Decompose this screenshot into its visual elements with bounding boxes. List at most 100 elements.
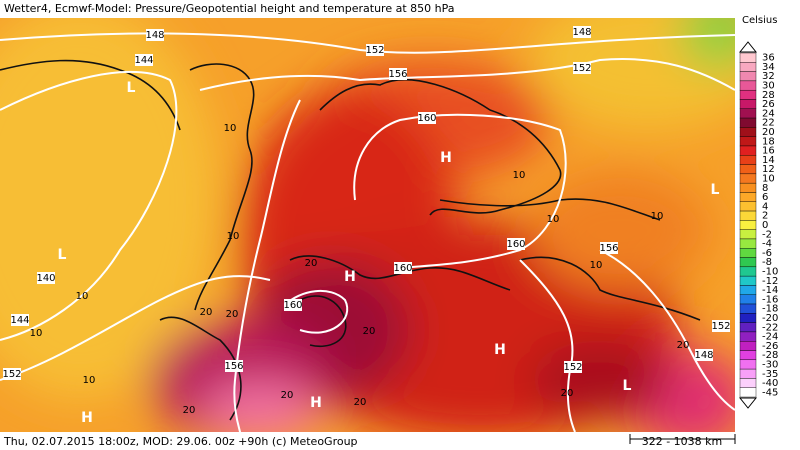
legend-label: 12 bbox=[762, 164, 775, 175]
contour-label: 20 bbox=[226, 309, 239, 320]
legend-swatch bbox=[739, 238, 757, 249]
legend-label: -30 bbox=[762, 359, 778, 370]
legend-swatch bbox=[739, 99, 757, 109]
coastlines bbox=[0, 59, 701, 421]
legend-swatch bbox=[739, 220, 757, 230]
legend-label: 18 bbox=[762, 136, 775, 147]
contour-label: 148 bbox=[145, 30, 164, 41]
legend-label: 16 bbox=[762, 146, 775, 157]
contour-label: 160 bbox=[393, 263, 412, 274]
legend-swatch bbox=[739, 313, 757, 323]
legend-label: 8 bbox=[762, 183, 768, 194]
legend-swatch bbox=[739, 229, 757, 240]
legend-label: 0 bbox=[762, 220, 768, 231]
contour-label-bg bbox=[146, 29, 164, 41]
contour-label: 10 bbox=[590, 260, 603, 271]
contour-label-bg bbox=[695, 349, 713, 361]
legend-title: Celsius bbox=[742, 15, 777, 26]
legend-swatch bbox=[739, 285, 757, 295]
legend-label: -8 bbox=[762, 257, 772, 268]
footer-text: Thu, 02.07.2015 18:00z, MOD: 29.06. 00z … bbox=[3, 435, 358, 448]
legend-swatch bbox=[739, 257, 757, 268]
contour-label: 152 bbox=[563, 362, 582, 373]
contour-label-bg bbox=[3, 368, 21, 380]
contour-label-bg bbox=[366, 44, 384, 56]
contour-label: 20 bbox=[363, 326, 376, 337]
contour-label: 148 bbox=[572, 27, 591, 38]
legend-swatch bbox=[739, 127, 757, 137]
legend-label: -40 bbox=[762, 378, 778, 389]
pressure-center: H bbox=[440, 150, 452, 166]
legend-swatch bbox=[739, 173, 757, 184]
pressure-center: L bbox=[127, 80, 136, 96]
legend-label: -24 bbox=[762, 332, 778, 343]
legend-swatch bbox=[739, 266, 757, 277]
contour-label: 10 bbox=[651, 211, 664, 222]
contour-label-bg bbox=[600, 242, 618, 254]
legend-label: -16 bbox=[762, 294, 778, 305]
legend-label: 24 bbox=[762, 108, 775, 119]
legend-label: -35 bbox=[762, 369, 778, 380]
contour-label-bg bbox=[573, 62, 591, 74]
legend-swatch bbox=[739, 89, 757, 100]
contour-label: 10 bbox=[224, 123, 237, 134]
legend-label: 2 bbox=[762, 211, 768, 222]
legend-label: 36 bbox=[762, 53, 775, 64]
contour-label: 148 bbox=[694, 350, 713, 361]
contour-label-bg bbox=[225, 360, 243, 372]
contour-label-bg bbox=[135, 54, 153, 66]
legend-swatch bbox=[739, 136, 757, 147]
legend-label: 22 bbox=[762, 118, 775, 129]
pressure-center: L bbox=[58, 247, 67, 263]
footer-bar bbox=[0, 432, 800, 450]
contour-label: 10 bbox=[30, 328, 43, 339]
legend-swatch bbox=[739, 368, 757, 379]
legend-swatch bbox=[739, 71, 757, 82]
contour-label-bg bbox=[418, 112, 436, 124]
contour-label: 20 bbox=[305, 258, 318, 269]
legend-swatch bbox=[739, 331, 757, 342]
legend-label: 34 bbox=[762, 62, 775, 73]
legend-label: -14 bbox=[762, 285, 778, 296]
contour-label: 152 bbox=[711, 321, 730, 332]
contour-label: 156 bbox=[224, 361, 243, 372]
title-bar bbox=[0, 0, 800, 18]
contour-label: 20 bbox=[200, 307, 213, 318]
pressure-center: L bbox=[711, 182, 720, 198]
contour-label-bg bbox=[284, 299, 302, 311]
contour-label: 156 bbox=[388, 69, 407, 80]
contour-label: 20 bbox=[183, 405, 196, 416]
legend-label: 10 bbox=[762, 174, 775, 185]
legend-swatch bbox=[739, 201, 757, 212]
legend-swatch bbox=[739, 155, 757, 165]
contour-label: 10 bbox=[547, 214, 560, 225]
legend-label: -22 bbox=[762, 322, 778, 333]
legend-label: -12 bbox=[762, 276, 778, 287]
contour-label: 140 bbox=[36, 273, 55, 284]
contour-label: 160 bbox=[417, 113, 436, 124]
legend-label: -4 bbox=[762, 239, 772, 250]
pressure-center: L bbox=[623, 378, 632, 394]
contour-label-bg bbox=[712, 320, 730, 332]
legend-swatch bbox=[739, 387, 757, 398]
contour-label: 152 bbox=[572, 63, 591, 74]
contour-label: 152 bbox=[2, 369, 21, 380]
contour-label: 20 bbox=[677, 340, 690, 351]
contour-label: 20 bbox=[561, 388, 574, 399]
pressure-center: H bbox=[81, 410, 93, 426]
legend-swatch bbox=[739, 378, 757, 388]
contour-label: 152 bbox=[365, 45, 384, 56]
legend-swatch bbox=[739, 182, 757, 193]
legend-label: -2 bbox=[762, 229, 772, 240]
legend-swatch bbox=[739, 248, 757, 258]
contour-label-bg bbox=[11, 314, 29, 326]
pressure-center: H bbox=[344, 269, 356, 285]
legend-label: 20 bbox=[762, 127, 775, 138]
legend-label: 14 bbox=[762, 155, 775, 166]
legend-label: -18 bbox=[762, 304, 778, 315]
pressure-center: H bbox=[310, 395, 322, 411]
legend-swatch bbox=[739, 108, 757, 119]
legend-label: -26 bbox=[762, 341, 778, 352]
contour-label-bg bbox=[37, 272, 55, 284]
